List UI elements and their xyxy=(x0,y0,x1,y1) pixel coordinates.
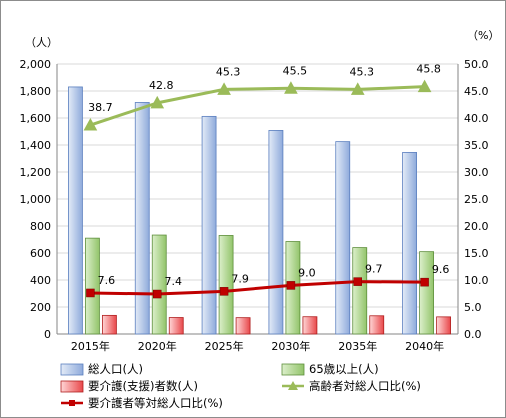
legend-swatch xyxy=(60,380,84,393)
series-line-0 xyxy=(89,85,425,127)
legend-label: 要介護者等対総人口比(%) xyxy=(88,396,223,410)
y-left-tick-label: 1,400 xyxy=(20,139,52,152)
y-left-unit: （人） xyxy=(25,36,58,49)
square-marker xyxy=(286,281,296,290)
y-right-tick-label: 35.0 xyxy=(464,139,489,152)
series-line-1 xyxy=(90,280,425,296)
data-label: 45.8 xyxy=(416,63,441,76)
data-label: 7.9 xyxy=(231,272,249,285)
y-right-tick-label: 10.0 xyxy=(464,274,489,287)
y-left-tick-label: 600 xyxy=(30,247,51,260)
bar-0 xyxy=(335,141,351,335)
y-right-tick-label: 25.0 xyxy=(464,193,489,206)
square-marker xyxy=(219,287,229,296)
bar-0 xyxy=(68,86,83,335)
y-left-tick-label: 2,000 xyxy=(20,58,52,71)
y-right-tick-label: 45.0 xyxy=(464,85,489,98)
bar-0 xyxy=(134,102,150,335)
square-marker xyxy=(86,288,95,298)
square-marker xyxy=(420,277,429,287)
legend-label: 総人口(人) xyxy=(88,362,143,376)
bar-2 xyxy=(102,314,117,335)
data-label: 9.6 xyxy=(432,263,450,276)
triangle-marker xyxy=(417,79,432,93)
y-right-tick-label: 30.0 xyxy=(464,166,489,179)
y-right-unit: （%） xyxy=(467,29,499,42)
y-left-tick-label: 800 xyxy=(30,220,51,233)
x-tick-label: 2015年 xyxy=(71,339,110,353)
bar-1 xyxy=(419,251,434,335)
bar-2 xyxy=(369,315,385,335)
bar-2 xyxy=(235,317,251,335)
bar-0 xyxy=(201,115,217,335)
bar-0 xyxy=(268,130,284,335)
y-left-tick-label: 1,200 xyxy=(20,166,52,179)
bar-2 xyxy=(436,316,451,335)
triangle-marker xyxy=(217,82,231,95)
data-label: 9.0 xyxy=(298,266,316,279)
bar-1 xyxy=(85,237,100,335)
legend-marker xyxy=(69,400,75,406)
x-tick-label: 2030年 xyxy=(271,339,310,353)
triangle-marker xyxy=(284,81,298,94)
bar-1 xyxy=(218,235,234,335)
bar-1 xyxy=(352,247,368,335)
y-right-tick-label: 5.0 xyxy=(464,301,482,314)
bar-1 xyxy=(151,234,167,335)
y-right-tick-label: 15.0 xyxy=(464,247,489,260)
bar-2 xyxy=(302,316,318,335)
data-label: 38.7 xyxy=(88,101,113,114)
data-label: 45.5 xyxy=(283,64,308,77)
legend-swatch xyxy=(281,363,305,376)
triangle-marker xyxy=(83,117,98,131)
data-label: 7.4 xyxy=(165,275,183,288)
y-left-tick-label: 0 xyxy=(44,328,51,341)
x-tick-label: 2020年 xyxy=(138,339,177,353)
legend-label: 65歳以上(人) xyxy=(309,362,379,376)
triangle-marker xyxy=(350,82,365,95)
y-right-tick-label: 50.0 xyxy=(464,58,489,71)
legend-swatch xyxy=(60,363,84,376)
x-tick-label: 2025年 xyxy=(205,339,244,353)
data-label: 7.6 xyxy=(98,274,116,287)
y-left-tick-label: 1,000 xyxy=(20,193,52,206)
data-label: 9.7 xyxy=(365,263,383,276)
x-tick-label: 2040年 xyxy=(405,339,444,353)
y-left-tick-label: 400 xyxy=(30,274,51,287)
x-tick-label: 2035年 xyxy=(338,339,377,353)
legend-label: 高齢者対総人口比(%) xyxy=(309,379,421,393)
bar-0 xyxy=(402,152,417,335)
legend-label: 要介護(支援)者数(人) xyxy=(88,379,198,393)
triangle-marker xyxy=(150,95,165,109)
square-marker xyxy=(153,289,162,299)
data-label: 42.8 xyxy=(149,79,174,92)
y-left-tick-label: 1,800 xyxy=(20,85,52,98)
y-right-tick-label: 0.0 xyxy=(464,328,482,341)
y-left-tick-label: 200 xyxy=(30,301,51,314)
legend-marker xyxy=(288,381,298,390)
data-label: 45.3 xyxy=(350,65,375,78)
y-right-tick-label: 40.0 xyxy=(464,112,489,125)
square-marker xyxy=(353,277,362,286)
y-right-tick-label: 20.0 xyxy=(464,220,489,233)
y-left-tick-label: 1,600 xyxy=(20,112,52,125)
bar-2 xyxy=(168,317,184,335)
data-label: 45.3 xyxy=(216,65,241,78)
